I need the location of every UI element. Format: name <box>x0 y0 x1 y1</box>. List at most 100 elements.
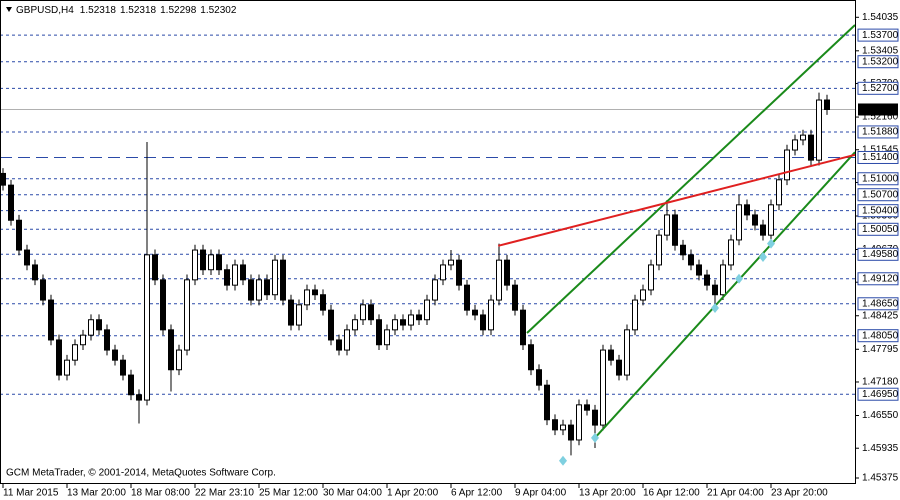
candle-body <box>200 249 206 271</box>
candle-body <box>384 329 390 346</box>
candle-body <box>488 299 494 331</box>
level-box <box>857 329 899 343</box>
candle-body <box>544 384 550 421</box>
candle-body <box>536 369 542 386</box>
level-box <box>857 204 899 218</box>
candle-body <box>56 339 62 376</box>
level-label: 1.46950 <box>862 389 899 400</box>
candle-body <box>576 404 582 441</box>
level-box <box>857 125 899 139</box>
header-text: GBPUSD,H4 1.52318 1.52318 1.52298 1.52302 <box>16 5 237 16</box>
level-label: 1.48050 <box>862 330 899 341</box>
level-label: 1.52700 <box>862 83 899 94</box>
level-label: 1.50700 <box>862 189 899 200</box>
candle-body <box>400 319 406 326</box>
level-box <box>857 272 899 286</box>
candle-body <box>768 204 774 236</box>
candle-body <box>480 314 486 331</box>
header-value: 1.52298 <box>160 5 197 16</box>
candle-body <box>16 219 22 251</box>
trendline <box>526 24 856 334</box>
y-tick-label: 1.52160 <box>862 112 899 123</box>
candle-body <box>752 214 758 226</box>
candle-body <box>720 264 726 296</box>
candle-body <box>728 239 734 266</box>
y-tick-label: 1.47180 <box>862 377 899 388</box>
candle-body <box>88 319 94 336</box>
candle-body <box>136 394 142 401</box>
x-tick-label: 16 Apr 12:00 <box>643 488 700 499</box>
candle-body <box>376 319 382 346</box>
candle-body <box>24 249 30 266</box>
candle-body <box>80 334 86 346</box>
candle-body <box>512 284 518 311</box>
candle-body <box>256 279 262 301</box>
candle-body <box>736 204 742 241</box>
header: GBPUSD,H4 1.52318 1.52318 1.52298 1.52302 <box>6 5 237 16</box>
candle-body <box>552 419 558 431</box>
candle-body <box>304 289 310 306</box>
level-box <box>857 81 899 95</box>
candle-body <box>440 264 446 281</box>
y-tick-label: 1.51545 <box>862 144 899 155</box>
candle-body <box>232 264 238 286</box>
axes: 1.540351.534051.527901.521601.515451.509… <box>2 12 899 499</box>
candle-body <box>584 404 590 411</box>
candle-body <box>464 284 470 311</box>
frame <box>0 0 856 484</box>
signal-marker <box>591 432 599 443</box>
candle-body <box>328 309 334 341</box>
signal-marker <box>711 303 719 314</box>
candle-body <box>104 329 110 351</box>
x-tick-label: 23 Apr 20:00 <box>771 488 828 499</box>
candle-body <box>408 314 414 326</box>
candle-body <box>8 184 14 221</box>
candle-body <box>528 344 534 371</box>
candle-body <box>312 289 318 296</box>
candle-body <box>456 259 462 286</box>
level-label: 1.53200 <box>862 56 899 67</box>
candle-body <box>816 99 822 161</box>
candle-body <box>568 424 574 441</box>
level-box <box>857 222 899 236</box>
level-box <box>857 150 899 164</box>
plot <box>0 24 856 466</box>
candle-body <box>648 264 654 291</box>
candle-body <box>792 139 798 151</box>
candle-body <box>176 349 182 371</box>
candle-body <box>192 249 198 281</box>
header-icon <box>6 7 12 12</box>
y-tick-label: 1.48425 <box>862 310 899 321</box>
candle-body <box>152 254 158 281</box>
candle-body <box>224 269 230 286</box>
level-label: 1.50400 <box>862 205 899 216</box>
candle-body <box>592 409 598 426</box>
candle-body <box>240 264 246 281</box>
level-box <box>857 188 899 202</box>
candle-body <box>352 319 358 331</box>
candle-body <box>248 279 254 301</box>
candle-body <box>784 149 790 181</box>
level-box <box>857 28 899 42</box>
header-value: 1.52302 <box>200 5 237 16</box>
candle-body <box>704 274 710 286</box>
level-box <box>857 297 899 311</box>
y-tick-label: 1.54035 <box>862 12 899 23</box>
candle-body <box>496 259 502 301</box>
candle-body <box>0 172 6 186</box>
x-tick-label: 6 Apr 12:00 <box>451 488 503 499</box>
candle-body <box>632 299 638 331</box>
candle-body <box>424 299 430 321</box>
level-label: 1.50050 <box>862 224 899 235</box>
level-box <box>857 55 899 69</box>
level-label: 1.51000 <box>862 173 899 184</box>
candle-body <box>520 309 526 346</box>
price-box <box>858 103 898 116</box>
candle-body <box>672 214 678 246</box>
x-tick-label: 21 Apr 04:00 <box>707 488 764 499</box>
candle-body <box>336 339 342 351</box>
candle-body <box>296 304 302 326</box>
candle-body <box>128 374 134 396</box>
y-tick-label: 1.46550 <box>862 410 899 421</box>
